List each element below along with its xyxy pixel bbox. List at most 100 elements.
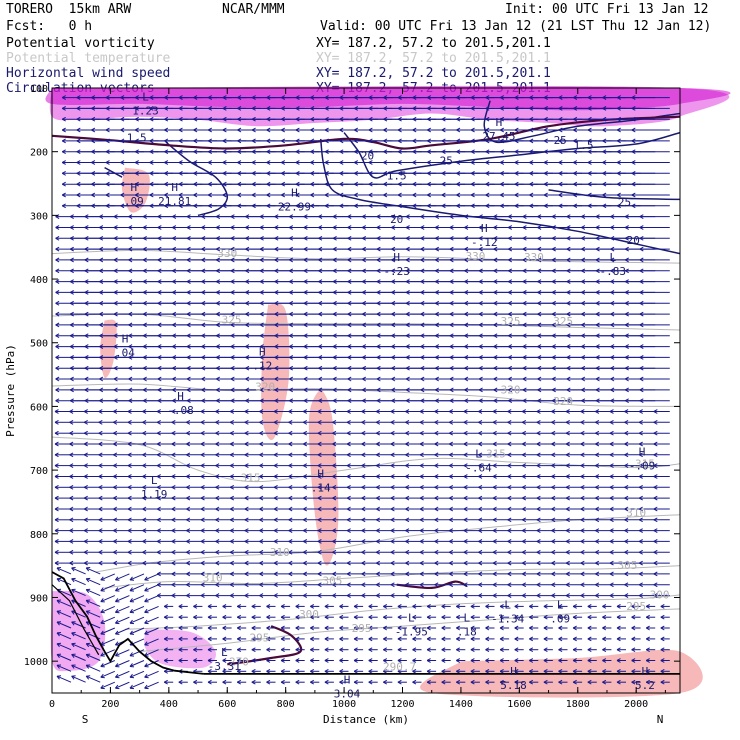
vector-head — [470, 116, 475, 122]
vector-head — [587, 170, 592, 176]
circulation-vector — [565, 506, 583, 512]
circulation-vector — [259, 463, 276, 469]
vector-head — [368, 170, 373, 176]
circulation-vector — [565, 430, 583, 436]
circulation-vector — [273, 441, 291, 447]
vector-head — [134, 106, 139, 111]
circulation-vector — [186, 419, 203, 425]
vector-head — [514, 116, 519, 122]
circulation-vector — [83, 419, 101, 425]
vector-head — [339, 106, 344, 111]
vector-head — [397, 160, 402, 165]
vector-head — [193, 95, 198, 100]
circulation-vector — [419, 517, 437, 523]
circulation-vector — [405, 517, 422, 523]
circulation-vector — [449, 452, 466, 458]
circulation-vector — [376, 474, 393, 479]
circulation-vector — [244, 452, 261, 458]
vector-head — [500, 127, 505, 133]
circulation-vector — [200, 528, 217, 533]
circulation-vector — [171, 452, 188, 458]
circulation-vector — [609, 495, 626, 501]
circulation-vector — [361, 463, 378, 469]
circulation-vector — [390, 463, 407, 469]
vector-head — [222, 160, 227, 165]
circulation-vector — [273, 495, 291, 501]
vector-head — [470, 149, 475, 155]
vector-head — [149, 160, 154, 165]
vector-head — [105, 127, 110, 133]
vector-head — [281, 160, 286, 165]
vector-head — [573, 116, 578, 122]
circulation-vector — [229, 430, 247, 436]
vector-head — [339, 138, 344, 144]
circulation-vector — [595, 419, 612, 425]
vector-head — [61, 106, 66, 111]
vector-head — [602, 127, 607, 133]
vector-head — [207, 181, 213, 187]
vector-head — [339, 149, 344, 155]
vector-head — [354, 116, 359, 122]
vector-head — [543, 106, 548, 111]
circulation-vector — [273, 430, 291, 436]
circulation-vector — [156, 441, 174, 447]
circulation-vector — [171, 484, 188, 490]
vector-head — [602, 106, 607, 111]
vector-head — [222, 106, 227, 111]
circulation-vector — [631, 181, 670, 187]
circulation-vector — [419, 430, 437, 436]
vector-head — [237, 116, 242, 122]
circulation-vector — [449, 419, 466, 425]
vector-head — [543, 160, 548, 165]
vector-head — [120, 127, 125, 133]
circulation-vector — [156, 430, 174, 436]
circulation-vector — [639, 322, 670, 328]
vector-head — [558, 138, 563, 144]
circulation-vector — [54, 430, 71, 436]
circulation-vector — [288, 484, 305, 490]
circulation-vector — [171, 528, 188, 533]
vector-head — [427, 170, 432, 176]
circulation-vector — [244, 506, 261, 512]
circulation-vector — [595, 495, 612, 501]
circulation-vector — [405, 409, 422, 414]
vector-head — [456, 106, 461, 111]
vector-head — [587, 106, 592, 111]
circulation-vector — [609, 430, 626, 436]
circulation-vector — [332, 419, 349, 425]
circulation-vector — [142, 430, 159, 436]
circulation-vector — [631, 138, 670, 144]
circulation-vector — [229, 484, 247, 490]
circulation-vector — [259, 484, 276, 490]
vector-head — [207, 160, 213, 165]
vector-head — [456, 116, 461, 122]
circulation-vector — [390, 484, 407, 490]
circulation-vector — [171, 517, 188, 523]
vector-head — [412, 149, 417, 155]
vector-head — [602, 170, 607, 176]
vector-head — [339, 116, 344, 122]
vector-head — [207, 116, 213, 122]
circulation-vector — [346, 452, 364, 458]
vector-head — [485, 95, 490, 100]
vector-head — [324, 170, 329, 176]
vector-head — [412, 106, 417, 111]
circulation-vector — [478, 474, 495, 479]
circulation-vector — [624, 430, 641, 436]
vector-head — [368, 160, 373, 165]
vector-head — [368, 138, 373, 144]
vector-head — [237, 106, 242, 111]
vector-head — [631, 116, 636, 122]
circulation-vector — [376, 452, 393, 458]
circulation-vector — [522, 474, 539, 479]
vector-head — [616, 170, 621, 176]
vector-head — [397, 149, 402, 155]
vector-head — [164, 116, 169, 122]
circulation-vector — [507, 495, 524, 501]
circulation-vector — [376, 495, 393, 501]
vector-head — [339, 95, 344, 100]
circulation-vector — [361, 495, 378, 501]
circulation-vector — [565, 484, 583, 490]
vector-head — [134, 160, 139, 165]
circulation-vector — [609, 452, 626, 458]
